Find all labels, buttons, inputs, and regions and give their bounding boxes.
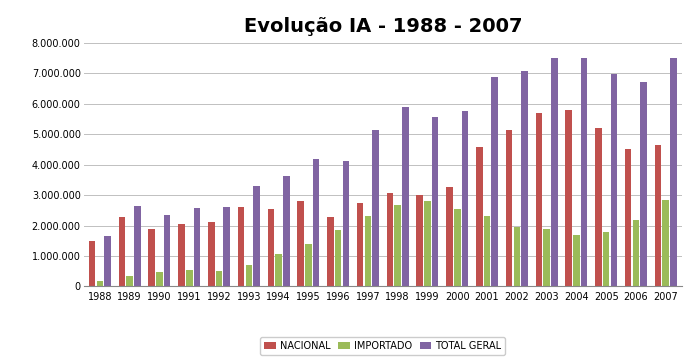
Bar bbox=[327, 217, 333, 286]
Bar bbox=[253, 186, 260, 286]
Bar bbox=[446, 187, 453, 286]
Bar bbox=[134, 206, 141, 286]
Bar bbox=[127, 276, 133, 286]
Bar bbox=[148, 228, 155, 286]
Bar bbox=[223, 207, 230, 286]
Bar bbox=[387, 193, 393, 286]
Bar bbox=[342, 161, 349, 286]
Bar bbox=[603, 232, 610, 286]
Bar bbox=[357, 203, 363, 286]
Bar bbox=[544, 228, 550, 286]
Bar bbox=[484, 216, 490, 286]
Bar bbox=[491, 77, 498, 286]
Bar bbox=[178, 224, 184, 286]
Bar bbox=[551, 58, 557, 286]
Bar bbox=[267, 209, 274, 286]
Bar bbox=[655, 145, 661, 286]
Bar bbox=[670, 58, 677, 286]
Bar bbox=[283, 176, 290, 286]
Bar bbox=[118, 217, 125, 286]
Bar bbox=[372, 130, 379, 286]
Bar bbox=[535, 113, 542, 286]
Bar bbox=[663, 200, 669, 286]
Bar bbox=[246, 265, 252, 286]
Bar bbox=[565, 110, 572, 286]
Bar bbox=[640, 82, 647, 286]
Bar bbox=[581, 58, 587, 286]
Bar bbox=[625, 149, 631, 286]
Bar bbox=[416, 195, 423, 286]
Bar bbox=[89, 241, 95, 286]
Bar bbox=[216, 271, 222, 286]
Bar bbox=[156, 272, 163, 286]
Bar bbox=[305, 245, 312, 286]
Bar bbox=[297, 201, 304, 286]
Legend: NACIONAL, IMPORTADO, TOTAL GERAL: NACIONAL, IMPORTADO, TOTAL GERAL bbox=[260, 337, 505, 354]
Bar bbox=[238, 207, 244, 286]
Bar bbox=[521, 71, 528, 286]
Bar bbox=[573, 235, 580, 286]
Bar bbox=[97, 281, 103, 286]
Bar bbox=[595, 128, 601, 286]
Bar bbox=[506, 130, 512, 286]
Bar bbox=[454, 209, 461, 286]
Bar bbox=[610, 74, 617, 286]
Bar bbox=[164, 215, 171, 286]
Bar bbox=[424, 201, 431, 286]
Bar bbox=[476, 147, 482, 286]
Bar bbox=[402, 107, 409, 286]
Bar bbox=[514, 227, 520, 286]
Bar bbox=[313, 159, 319, 286]
Bar bbox=[104, 236, 111, 286]
Bar bbox=[186, 270, 193, 286]
Bar bbox=[335, 230, 342, 286]
Title: Evolução IA - 1988 - 2007: Evolução IA - 1988 - 2007 bbox=[244, 17, 522, 36]
Bar bbox=[365, 216, 371, 286]
Bar bbox=[633, 220, 639, 286]
Bar bbox=[432, 117, 438, 286]
Bar bbox=[461, 111, 468, 286]
Bar bbox=[276, 253, 282, 286]
Bar bbox=[193, 208, 200, 286]
Bar bbox=[395, 205, 401, 286]
Bar bbox=[208, 222, 214, 286]
